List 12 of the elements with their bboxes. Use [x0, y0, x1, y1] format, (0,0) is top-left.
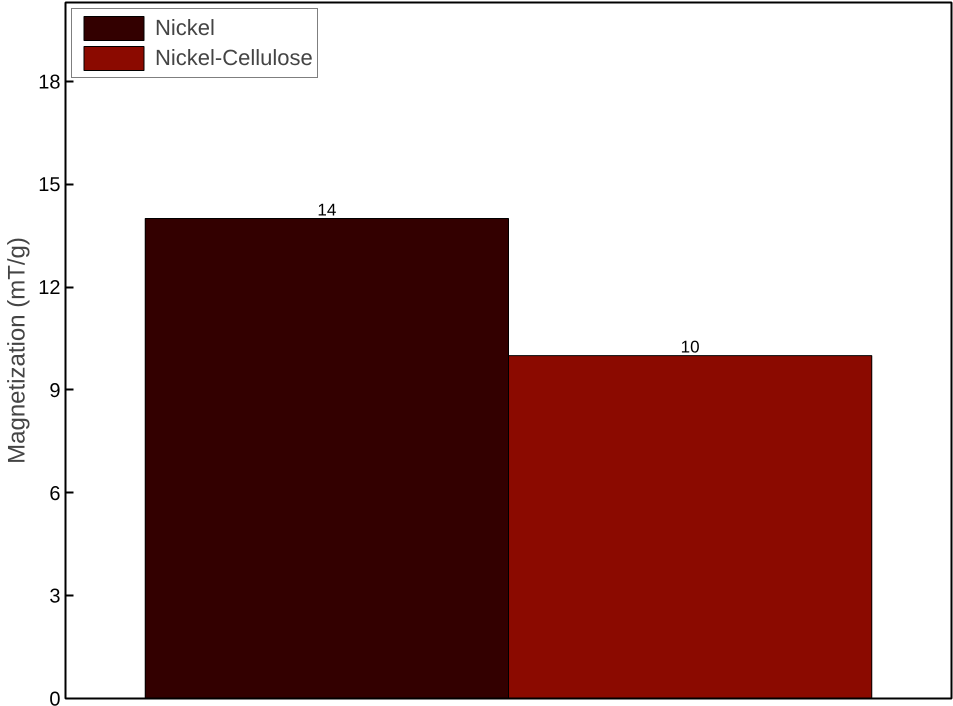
y-axis-title: Magnetization (mT/g) [3, 237, 30, 464]
y-tick-label: 0 [49, 688, 60, 706]
data-label: 10 [680, 338, 700, 357]
y-tick-label: 9 [49, 380, 60, 402]
y-tick-label: 18 [38, 71, 61, 94]
y-tick-label: 12 [38, 277, 61, 300]
y-tick-label: 3 [49, 586, 60, 608]
y-tick-label: 6 [49, 482, 60, 505]
legend-label: Nickel [155, 15, 215, 41]
y-tick-label: 15 [38, 174, 61, 196]
legend-label: Nickel-Cellulose [155, 45, 313, 71]
data-label: 14 [317, 200, 336, 220]
